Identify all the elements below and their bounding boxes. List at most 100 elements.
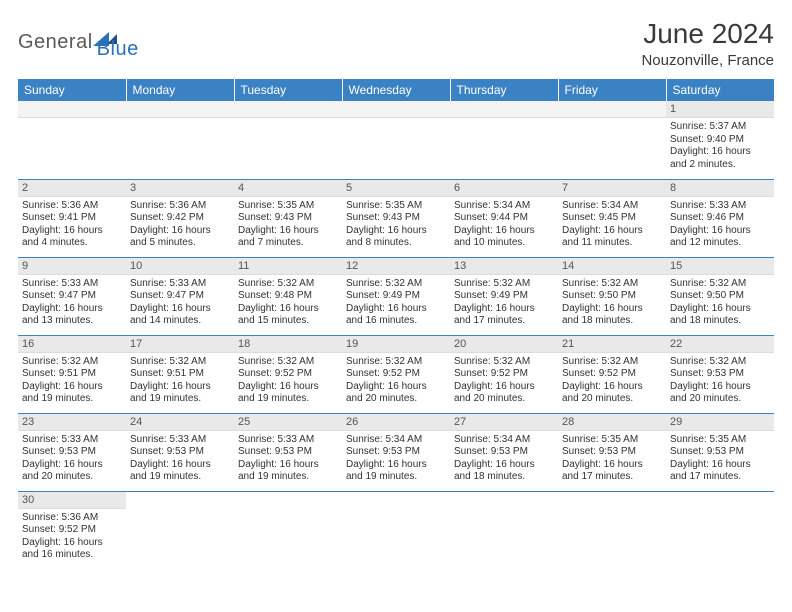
sunrise-line: Sunrise: 5:34 AM	[562, 200, 662, 213]
daylight-line: Daylight: 16 hours and 19 minutes.	[22, 381, 122, 406]
sunrise-line: Sunrise: 5:33 AM	[670, 200, 770, 213]
sunset-line: Sunset: 9:46 PM	[670, 212, 770, 225]
daylight-line: Daylight: 16 hours and 2 minutes.	[670, 146, 770, 171]
daylight-line: Daylight: 16 hours and 7 minutes.	[238, 225, 338, 250]
daylight-line: Daylight: 16 hours and 17 minutes.	[454, 303, 554, 328]
calendar-cell: 8Sunrise: 5:33 AMSunset: 9:46 PMDaylight…	[666, 179, 774, 257]
sunset-line: Sunset: 9:50 PM	[562, 290, 662, 303]
day-body: Sunrise: 5:34 AMSunset: 9:53 PMDaylight:…	[342, 431, 450, 488]
day-body: Sunrise: 5:36 AMSunset: 9:41 PMDaylight:…	[18, 197, 126, 254]
calendar-cell: 1Sunrise: 5:37 AMSunset: 9:40 PMDaylight…	[666, 101, 774, 179]
calendar-cell: 6Sunrise: 5:34 AMSunset: 9:44 PMDaylight…	[450, 179, 558, 257]
sunset-line: Sunset: 9:50 PM	[670, 290, 770, 303]
daylight-line: Daylight: 16 hours and 19 minutes.	[130, 381, 230, 406]
day-number: 6	[450, 180, 558, 197]
day-number: 5	[342, 180, 450, 197]
sunrise-line: Sunrise: 5:32 AM	[562, 356, 662, 369]
daylight-line: Daylight: 16 hours and 16 minutes.	[346, 303, 446, 328]
calendar-row: 1Sunrise: 5:37 AMSunset: 9:40 PMDaylight…	[18, 101, 774, 179]
day-body: Sunrise: 5:35 AMSunset: 9:53 PMDaylight:…	[666, 431, 774, 488]
day-body: Sunrise: 5:35 AMSunset: 9:53 PMDaylight:…	[558, 431, 666, 488]
day-body: Sunrise: 5:36 AMSunset: 9:52 PMDaylight:…	[18, 509, 126, 566]
daylight-line: Daylight: 16 hours and 16 minutes.	[22, 537, 122, 562]
daylight-line: Daylight: 16 hours and 20 minutes.	[454, 381, 554, 406]
calendar-cell: 28Sunrise: 5:35 AMSunset: 9:53 PMDayligh…	[558, 413, 666, 491]
day-number: 19	[342, 336, 450, 353]
day-number: 26	[342, 414, 450, 431]
day-body: Sunrise: 5:32 AMSunset: 9:52 PMDaylight:…	[342, 353, 450, 410]
daylight-line: Daylight: 16 hours and 17 minutes.	[670, 459, 770, 484]
calendar-row: 9Sunrise: 5:33 AMSunset: 9:47 PMDaylight…	[18, 257, 774, 335]
calendar-cell: 30Sunrise: 5:36 AMSunset: 9:52 PMDayligh…	[18, 491, 126, 569]
weekday-header: Tuesday	[234, 79, 342, 101]
calendar-cell	[342, 491, 450, 569]
day-number: 11	[234, 258, 342, 275]
location-label: Nouzonville, France	[641, 52, 774, 69]
calendar-cell: 10Sunrise: 5:33 AMSunset: 9:47 PMDayligh…	[126, 257, 234, 335]
weekday-header: Saturday	[666, 79, 774, 101]
day-number: 3	[126, 180, 234, 197]
day-number: 14	[558, 258, 666, 275]
daylight-line: Daylight: 16 hours and 10 minutes.	[454, 225, 554, 250]
calendar-cell: 19Sunrise: 5:32 AMSunset: 9:52 PMDayligh…	[342, 335, 450, 413]
calendar-cell: 4Sunrise: 5:35 AMSunset: 9:43 PMDaylight…	[234, 179, 342, 257]
sunrise-line: Sunrise: 5:32 AM	[562, 278, 662, 291]
calendar-cell	[234, 491, 342, 569]
sunset-line: Sunset: 9:48 PM	[238, 290, 338, 303]
day-number: 1	[666, 101, 774, 118]
calendar-cell: 11 Sunrise: 5:32 AMSunset: 9:48 PMDayligh…	[234, 257, 342, 335]
sunset-line: Sunset: 9:43 PM	[238, 212, 338, 225]
daylight-line: Daylight: 16 hours and 18 minutes.	[454, 459, 554, 484]
day-number: 13	[450, 258, 558, 275]
sunset-line: Sunset: 9:53 PM	[562, 446, 662, 459]
daylight-line: Daylight: 16 hours and 17 minutes.	[562, 459, 662, 484]
sunrise-line: Sunrise: 5:33 AM	[130, 278, 230, 291]
daylight-line: Daylight: 16 hours and 13 minutes.	[22, 303, 122, 328]
day-body: Sunrise: 5:34 AMSunset: 9:44 PMDaylight:…	[450, 197, 558, 254]
calendar-cell: 7Sunrise: 5:34 AMSunset: 9:45 PMDaylight…	[558, 179, 666, 257]
sunset-line: Sunset: 9:53 PM	[454, 446, 554, 459]
day-number: 17	[126, 336, 234, 353]
calendar-cell: 13Sunrise: 5:32 AMSunset: 9:49 PMDayligh…	[450, 257, 558, 335]
sunrise-line: Sunrise: 5:33 AM	[22, 434, 122, 447]
sunset-line: Sunset: 9:45 PM	[562, 212, 662, 225]
calendar-cell: 20Sunrise: 5:32 AMSunset: 9:52 PMDayligh…	[450, 335, 558, 413]
sunrise-line: Sunrise: 5:32 AM	[22, 356, 122, 369]
sunset-line: Sunset: 9:53 PM	[346, 446, 446, 459]
day-body: Sunrise: 5:33 AMSunset: 9:53 PMDaylight:…	[18, 431, 126, 488]
daylight-line: Daylight: 16 hours and 20 minutes.	[22, 459, 122, 484]
sunset-line: Sunset: 9:51 PM	[22, 368, 122, 381]
day-body: Sunrise: 5:37 AMSunset: 9:40 PMDaylight:…	[666, 118, 774, 175]
daylight-line: Daylight: 16 hours and 18 minutes.	[562, 303, 662, 328]
daylight-line: Daylight: 16 hours and 4 minutes.	[22, 225, 122, 250]
day-number: 24	[126, 414, 234, 431]
daylight-line: Daylight: 16 hours and 14 minutes.	[130, 303, 230, 328]
day-number: 10	[126, 258, 234, 275]
daylight-line: Daylight: 16 hours and 19 minutes.	[130, 459, 230, 484]
sunrise-line: Sunrise: 5:36 AM	[22, 200, 122, 213]
sunrise-line: Sunrise: 5:32 AM	[670, 278, 770, 291]
day-number: 7	[558, 180, 666, 197]
day-number: 8	[666, 180, 774, 197]
sunrise-line: Sunrise: 5:36 AM	[130, 200, 230, 213]
calendar-cell	[126, 101, 234, 179]
sunset-line: Sunset: 9:53 PM	[238, 446, 338, 459]
calendar-page: General Blue June 2024 Nouzonville, Fran…	[0, 0, 792, 569]
day-number: 22	[666, 336, 774, 353]
daylight-line: Daylight: 16 hours and 19 minutes.	[238, 381, 338, 406]
sunrise-line: Sunrise: 5:33 AM	[238, 434, 338, 447]
sunrise-line: Sunrise: 5:32 AM	[238, 278, 338, 291]
day-number: 20	[450, 336, 558, 353]
sunset-line: Sunset: 9:53 PM	[22, 446, 122, 459]
sunset-line: Sunset: 9:52 PM	[346, 368, 446, 381]
calendar-cell	[450, 101, 558, 179]
sunrise-line: Sunrise: 5:37 AM	[670, 121, 770, 134]
daylight-line: Daylight: 16 hours and 20 minutes.	[346, 381, 446, 406]
day-number: 28	[558, 414, 666, 431]
daylight-line: Daylight: 16 hours and 15 minutes.	[238, 303, 338, 328]
calendar-cell: 9Sunrise: 5:33 AMSunset: 9:47 PMDaylight…	[18, 257, 126, 335]
day-body: Sunrise: 5:32 AMSunset: 9:51 PMDaylight:…	[18, 353, 126, 410]
calendar-table: Sunday Monday Tuesday Wednesday Thursday…	[18, 79, 774, 569]
sunrise-line: Sunrise: 5:35 AM	[238, 200, 338, 213]
day-body: Sunrise: 5:33 AMSunset: 9:53 PMDaylight:…	[126, 431, 234, 488]
